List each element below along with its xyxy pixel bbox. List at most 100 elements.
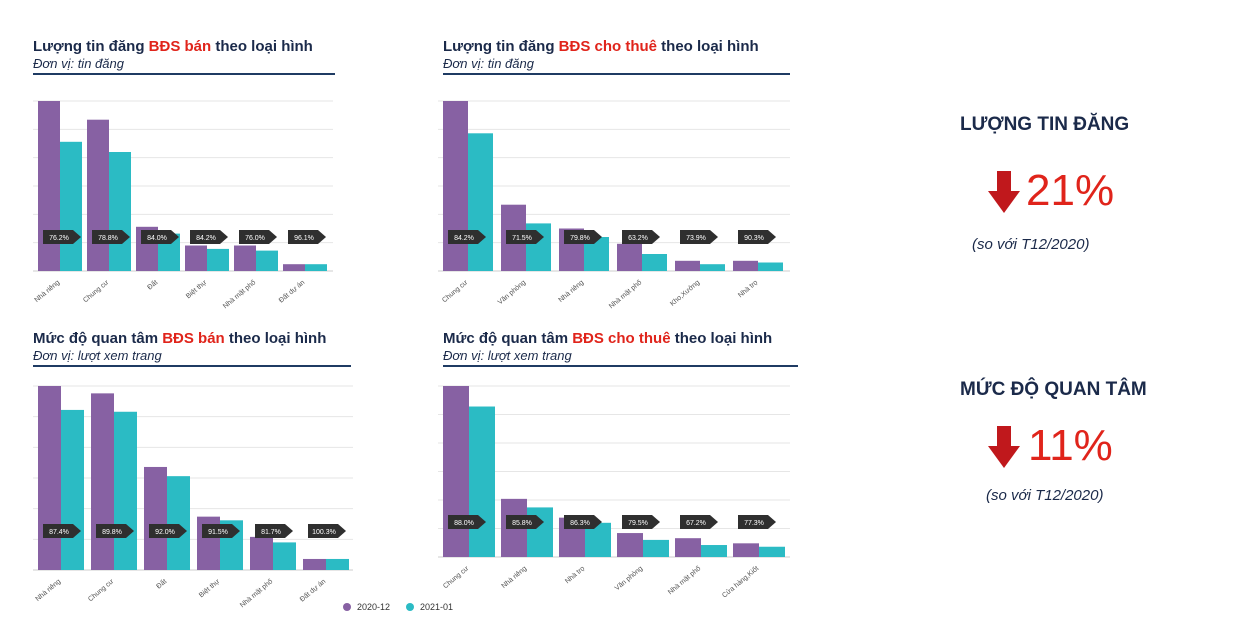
bar-2020-12	[234, 245, 256, 271]
chart-rent-interest: 88.0% Chung cư 85.8% Nhà riêng 86.3% Nhà trọ 7…	[438, 385, 790, 600]
category-label: Chung cư	[87, 578, 115, 603]
panel-unit: Đơn vị: tin đăng	[33, 56, 124, 71]
ratio-label: 67.2%	[686, 520, 706, 527]
panel-title: Lượng tin đăng BĐS cho thuê theo loại hì…	[443, 38, 759, 55]
bar-2021-01	[642, 254, 667, 271]
ratio-label: 79.5%	[628, 520, 648, 527]
ratio-label: 78.8%	[98, 235, 118, 242]
ratio-label: 76.0%	[245, 235, 265, 242]
category-label: Nhà riêng	[34, 279, 62, 304]
legend-swatch	[406, 603, 415, 611]
bar-2020-12	[443, 101, 468, 271]
bar-2020-12	[733, 260, 758, 271]
chart-legend: 2020-12 2021-01	[343, 602, 453, 612]
category-label: Nhà trọ	[564, 565, 586, 585]
ratio-label: 89.8%	[102, 529, 122, 536]
panel-unit: Đơn vị: tin đăng	[443, 56, 534, 71]
legend-item-2021-01: 2021-01	[406, 602, 453, 612]
bar-2020-12	[675, 260, 700, 271]
category-label: Nhà mặt phố	[221, 278, 258, 311]
bar-2021-01	[468, 133, 493, 271]
category-label: Kho,Xưởng	[668, 278, 701, 307]
category-label: Nhà riêng	[35, 578, 63, 603]
ratio-label: 96.1%	[294, 235, 314, 242]
category-label: Nhà riêng	[501, 565, 529, 590]
bar-2020-12	[617, 533, 643, 557]
bar-2021-01	[643, 539, 669, 557]
bar-2021-01	[759, 546, 785, 557]
bar-2021-01	[167, 476, 190, 570]
panel-underline	[443, 73, 790, 75]
category-label: Chung cư	[442, 565, 470, 590]
bar-2021-01	[700, 264, 725, 271]
panel-title: Lượng tin đăng BĐS bán theo loại hình	[33, 38, 313, 55]
panel-underline	[443, 365, 798, 367]
panel-underline	[33, 365, 351, 367]
ratio-arrow-icon	[190, 230, 228, 244]
kpi-value: 11%	[1028, 421, 1113, 470]
kpi-title: MỨC ĐỘ QUAN TÂM	[960, 379, 1147, 400]
ratio-arrow-icon	[622, 230, 660, 244]
bar-2021-01	[758, 262, 783, 271]
bar-2020-12	[283, 264, 305, 271]
bar-2021-01	[527, 507, 553, 557]
bar-2020-12	[144, 466, 167, 570]
category-label: Chung cư	[441, 279, 469, 304]
ratio-arrow-icon	[506, 515, 544, 529]
category-label: Nhà riêng	[558, 279, 586, 304]
ratio-arrow-icon	[43, 230, 81, 244]
ratio-arrow-icon	[96, 524, 134, 538]
ratio-label: 88.0%	[454, 520, 474, 527]
ratio-arrow-icon	[564, 230, 602, 244]
bar-2020-12	[250, 536, 273, 570]
ratio-label: 84.2%	[196, 235, 216, 242]
bar-2020-12	[617, 243, 642, 271]
bar-2020-12	[38, 101, 60, 271]
ratio-label: 85.8%	[512, 520, 532, 527]
bar-2020-12	[87, 119, 109, 271]
category-label: Nhà mặt phố	[238, 577, 275, 610]
ratio-arrow-icon	[43, 524, 81, 538]
category-label: Nhà trọ	[737, 279, 759, 299]
category-label: Biệt thự	[198, 578, 222, 599]
panel-title: Mức độ quan tâm BĐS bán theo loại hình	[33, 330, 327, 347]
bar-2021-01	[61, 409, 84, 570]
bar-2021-01	[207, 248, 229, 271]
panel-unit: Đơn vị: lượt xem trang	[443, 348, 572, 363]
ratio-arrow-icon	[448, 230, 486, 244]
category-label: Văn phòng	[497, 279, 528, 306]
ratio-arrow-icon	[92, 230, 130, 244]
bar-2021-01	[326, 558, 349, 570]
ratio-label: 90.3%	[744, 235, 764, 242]
ratio-arrow-icon	[202, 524, 240, 538]
category-label: Nhà mặt phố	[607, 278, 644, 311]
bar-2021-01	[273, 542, 296, 570]
ratio-label: 79.8%	[570, 235, 590, 242]
bar-2020-12	[185, 245, 207, 271]
ratio-arrow-icon	[141, 230, 179, 244]
ratio-arrow-icon	[680, 230, 718, 244]
ratio-label: 63.2%	[628, 235, 648, 242]
chart-sale-interest: 87.4% Nhà riêng 89.8% Chung cư 92.0% Đất 91.5%…	[33, 385, 353, 610]
category-label: Đất	[145, 278, 159, 292]
category-label: Đất dự án	[277, 278, 307, 305]
ratio-label: 81.7%	[261, 529, 281, 536]
kpi-title: LƯỢNG TIN ĐĂNG	[960, 114, 1130, 135]
ratio-label: 92.0%	[155, 529, 175, 536]
bar-2020-12	[91, 393, 114, 570]
bar-2021-01	[469, 406, 495, 557]
ratio-label: 84.2%	[454, 235, 474, 242]
category-label: Văn phòng	[614, 565, 645, 592]
ratio-arrow-icon	[506, 230, 544, 244]
ratio-label: 86.3%	[570, 520, 590, 527]
ratio-arrow-icon	[288, 230, 326, 244]
ratio-label: 71.5%	[512, 235, 532, 242]
bar-2021-01	[60, 141, 82, 271]
chart-sale-listings: 76.2% Nhà riêng 78.8% Chung cư 84.0% Đất 84.2%…	[33, 100, 333, 311]
panel-unit: Đơn vị: lượt xem trang	[33, 348, 162, 363]
bar-2020-12	[675, 538, 701, 557]
ratio-label: 100.3%	[312, 529, 336, 536]
ratio-label: 76.2%	[49, 235, 69, 242]
legend-label: 2020-12	[357, 602, 391, 612]
category-label: Biệt thự	[185, 279, 209, 300]
